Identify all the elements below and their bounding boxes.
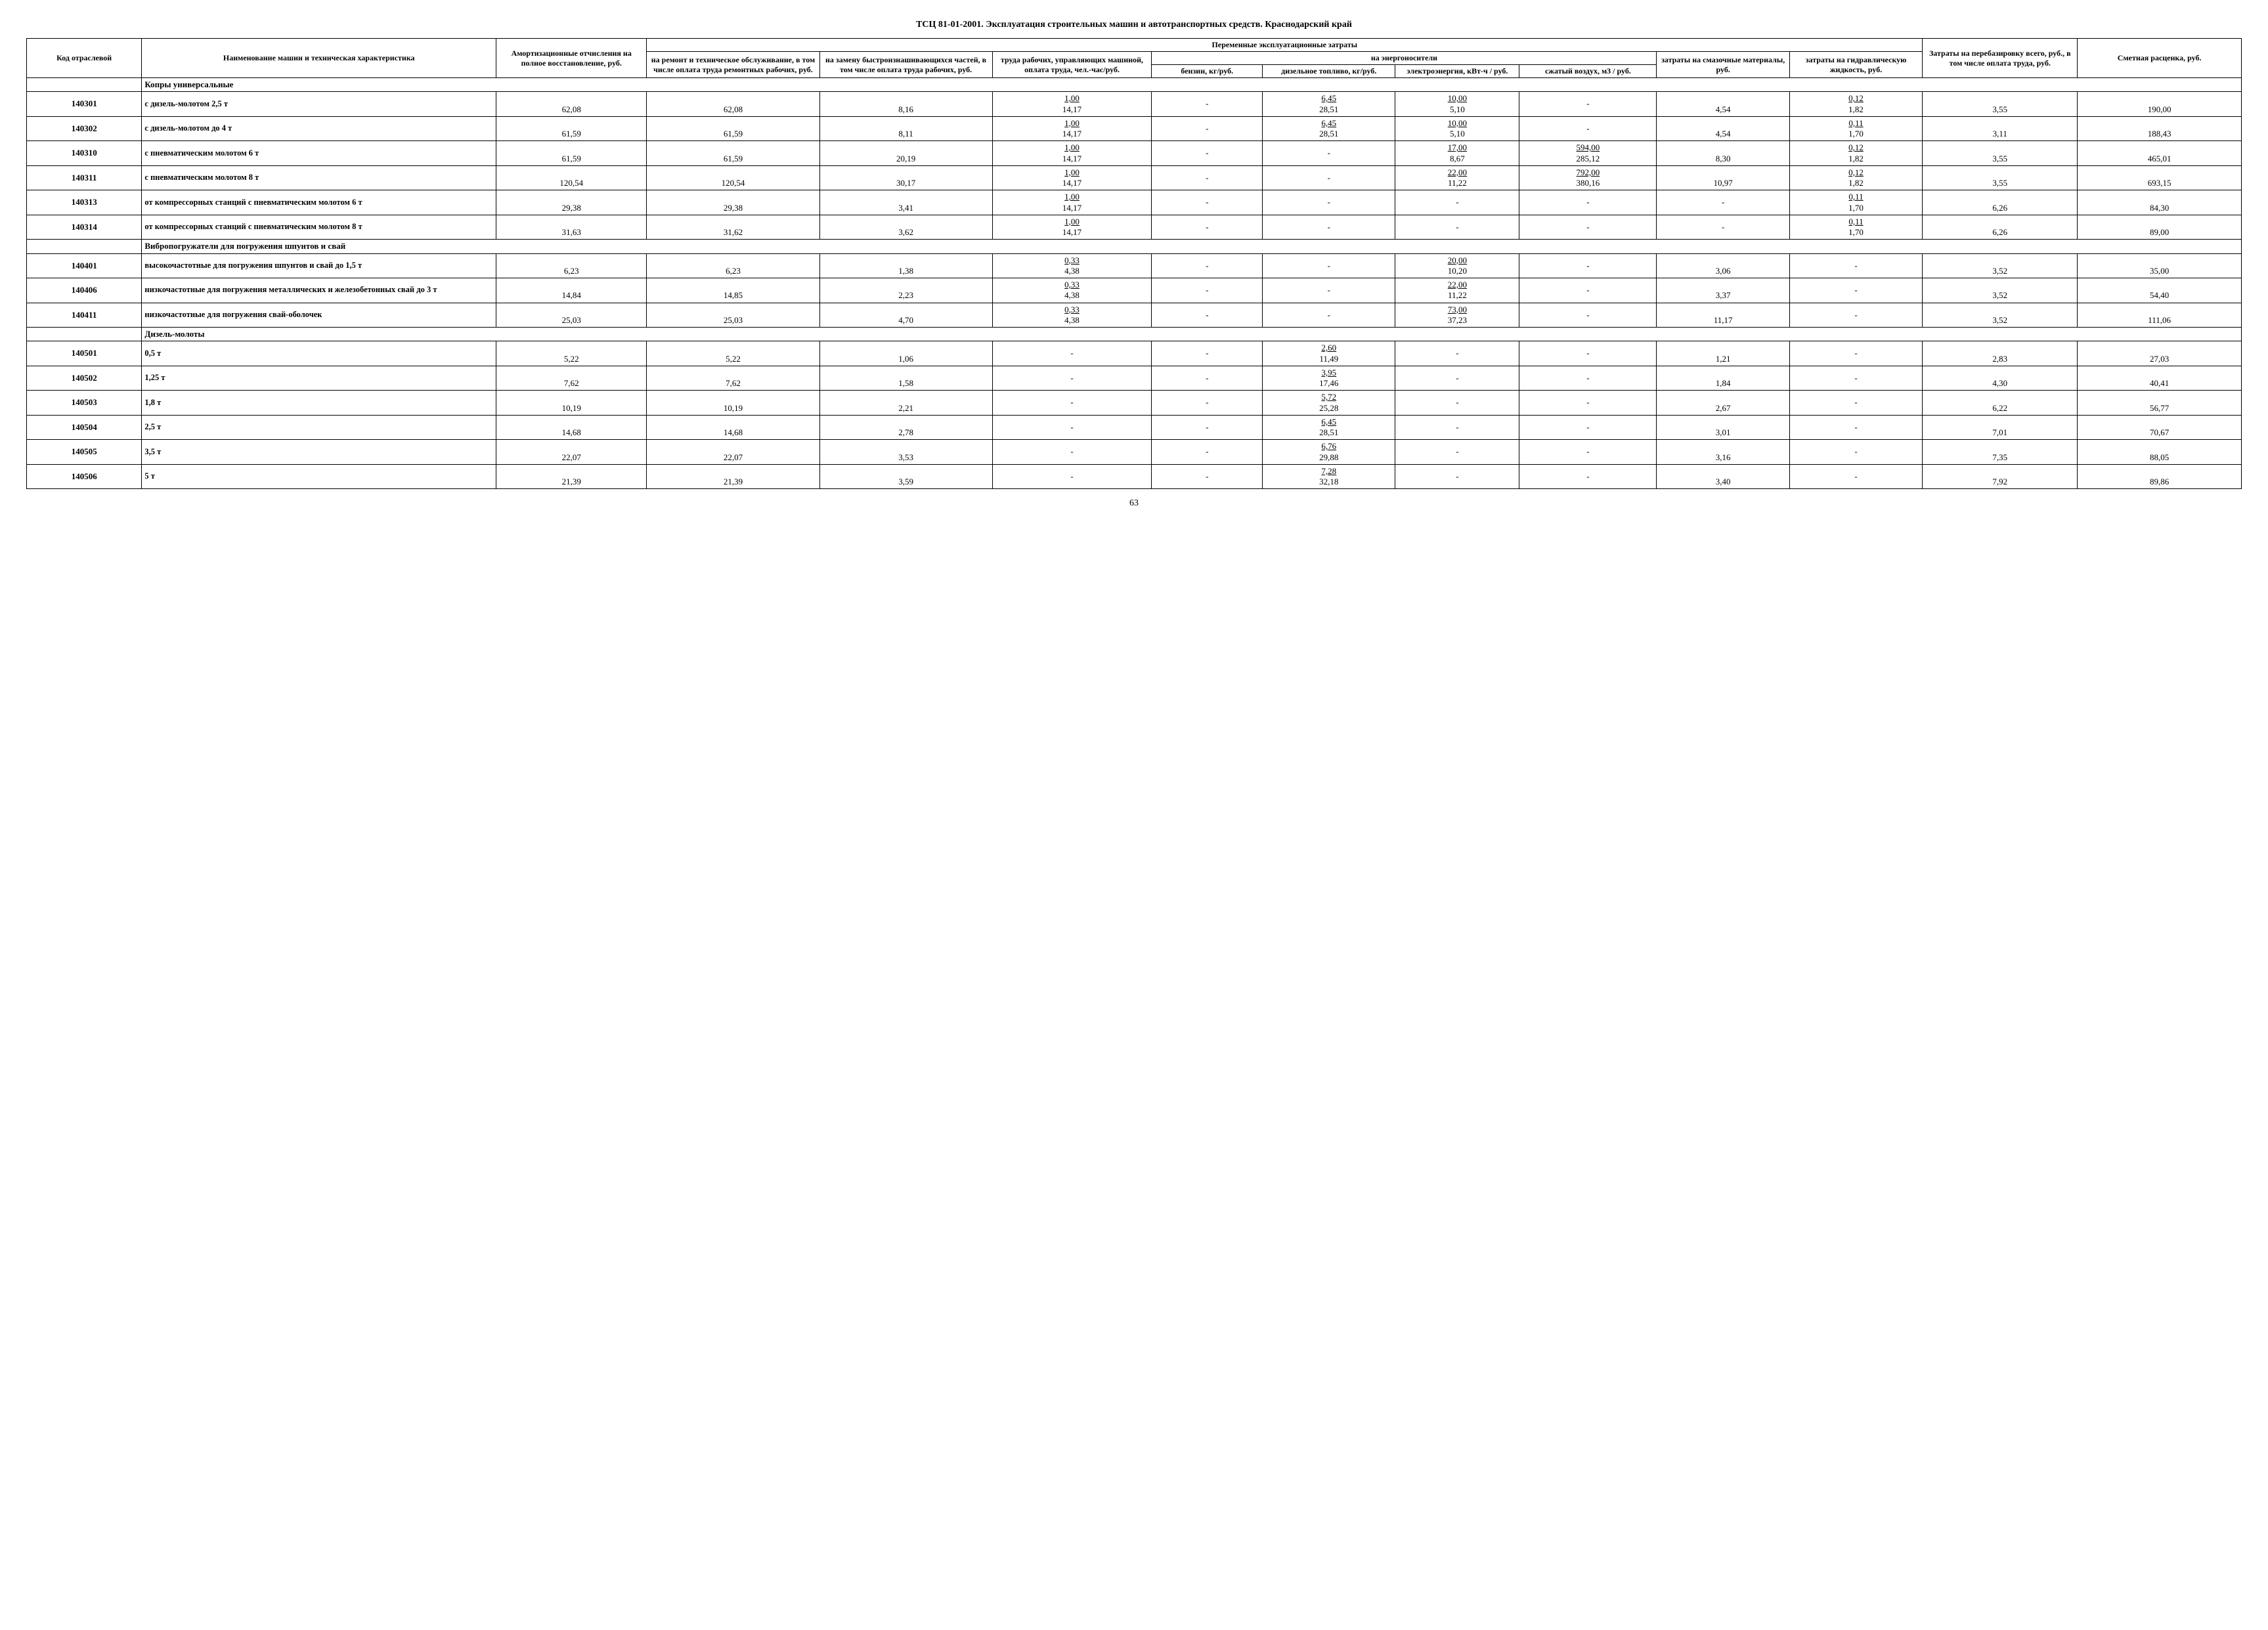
cell-name: от компрессорных станций с пневматически… <box>142 190 496 215</box>
table-row: 140301с дизель-молотом 2,5 т62,0862,088,… <box>27 92 2242 117</box>
table-row: 140302с дизель-молотом до 4 т61,5961,598… <box>27 116 2242 141</box>
th-energo-group: на энергоносители <box>1152 52 1657 65</box>
table-row: 140401высокочастотные для погружения шпу… <box>27 253 2242 278</box>
cell-code: 140311 <box>27 165 142 190</box>
cell-code: 140506 <box>27 464 142 489</box>
cell-code: 140502 <box>27 366 142 391</box>
cell-code: 140504 <box>27 415 142 440</box>
cell-code: 140505 <box>27 440 142 465</box>
table-row: 140411низкочастотные для погружения свай… <box>27 303 2242 328</box>
table-row: 1405053,5 т22,0722,073,53--6,7629,88--3,… <box>27 440 2242 465</box>
table-row: 1405021,25 т7,627,621,58--3,9517,46--1,8… <box>27 366 2242 391</box>
cell-code: 140313 <box>27 190 142 215</box>
section-title: Вибропогружатели для погружения шпунтов … <box>142 240 2242 253</box>
section-title: Копры универсальные <box>142 78 2242 92</box>
cell-name: 1,8 т <box>142 391 496 416</box>
th-elektro: электроэнергия, кВт-ч / руб. <box>1395 65 1519 78</box>
cell-name: высокочастотные для погружения шпунтов и… <box>142 253 496 278</box>
cell-name: низкочастотные для погружения свай-оболо… <box>142 303 496 328</box>
cell-code: 140301 <box>27 92 142 117</box>
cell-name: с дизель-молотом 2,5 т <box>142 92 496 117</box>
table-row: 1405010,5 т5,225,221,06--2,6011,49--1,21… <box>27 341 2242 366</box>
cell-name: с пневматическим молотом 8 т <box>142 165 496 190</box>
cell-name: от компрессорных станций с пневматически… <box>142 215 496 240</box>
cell-name: 3,5 т <box>142 440 496 465</box>
cell-name: 5 т <box>142 464 496 489</box>
th-zamena: на замену быстроизнашивающихся частей, в… <box>819 52 992 78</box>
cell-code: 140302 <box>27 116 142 141</box>
th-remont: на ремонт и техническое обслуживание, в … <box>647 52 819 78</box>
cell-name: низкочастотные для погружения металличес… <box>142 278 496 303</box>
th-trud: труда рабочих, управляющих машиной, опла… <box>992 52 1152 78</box>
table-row: 140310с пневматическим молотом 6 т61,596… <box>27 141 2242 166</box>
cell-code: 140310 <box>27 141 142 166</box>
cell-name: 1,25 т <box>142 366 496 391</box>
cell-code: 140503 <box>27 391 142 416</box>
th-perem-group: Переменные эксплуатационные затраты <box>647 39 1923 52</box>
th-vozduh: сжатый воздух, м3 / руб. <box>1519 65 1657 78</box>
table-row: 140311с пневматическим молотом 8 т120,54… <box>27 165 2242 190</box>
table-row: 140406низкочастотные для погружения мета… <box>27 278 2242 303</box>
page-number: 63 <box>26 498 2242 509</box>
th-benzin: бензин, кг/руб. <box>1152 65 1263 78</box>
document-title: ТСЦ 81-01-2001. Эксплуатация строительны… <box>26 20 2242 30</box>
cell-code: 140411 <box>27 303 142 328</box>
th-dizel: дизельное топливо, кг/руб. <box>1263 65 1395 78</box>
cell-name: с дизель-молотом до 4 т <box>142 116 496 141</box>
table-row: 1405031,8 т10,1910,192,21--5,7225,28--2,… <box>27 391 2242 416</box>
cell-code: 140406 <box>27 278 142 303</box>
th-amort: Амортизационные отчисления на полное вос… <box>496 39 647 78</box>
th-code: Код отраслевой <box>27 39 142 78</box>
table-body: Копры универсальные140301с дизель-молото… <box>27 78 2242 489</box>
table-row: 1405065 т21,3921,393,59--7,2832,18--3,40… <box>27 464 2242 489</box>
th-smaz: затраты на смазочные материалы, руб. <box>1657 52 1789 78</box>
cell-code: 140501 <box>27 341 142 366</box>
th-name: Наименование машин и техническая характе… <box>142 39 496 78</box>
cost-table: Код отраслевой Наименование машин и техн… <box>26 38 2242 489</box>
cell-name: с пневматическим молотом 6 т <box>142 141 496 166</box>
cell-code: 140401 <box>27 253 142 278</box>
th-pereb: Затраты на перебазировку всего, руб., в … <box>1923 39 2078 78</box>
section-title: Дизель-молоты <box>142 328 2242 341</box>
table-row: 140314от компрессорных станций с пневмат… <box>27 215 2242 240</box>
cell-name: 0,5 т <box>142 341 496 366</box>
table-header: Код отраслевой Наименование машин и техн… <box>27 39 2242 78</box>
th-gidr: затраты на гидравлическую жидкость, руб. <box>1789 52 1922 78</box>
cell-name: 2,5 т <box>142 415 496 440</box>
th-smeta: Сметная расценка, руб. <box>2078 39 2242 78</box>
table-row: 1405042,5 т14,6814,682,78--6,4528,51--3,… <box>27 415 2242 440</box>
table-row: 140313от компрессорных станций с пневмат… <box>27 190 2242 215</box>
cell-code: 140314 <box>27 215 142 240</box>
